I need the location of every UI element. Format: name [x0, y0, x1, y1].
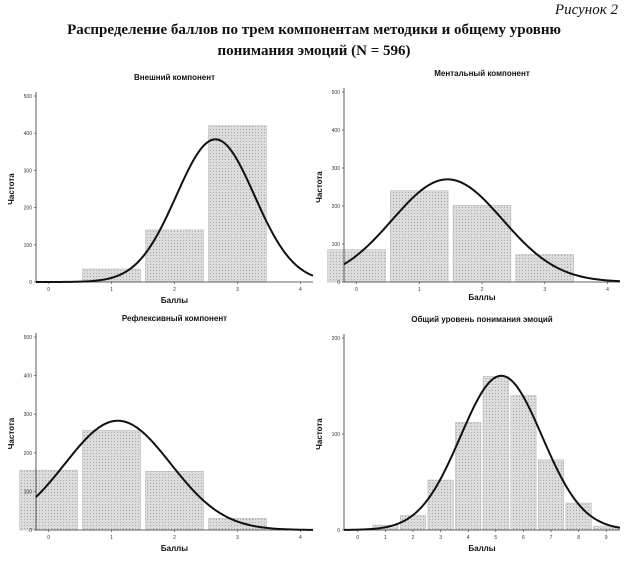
histogram-bar [82, 268, 141, 283]
x-tick-label: 3 [236, 535, 239, 541]
y-axis-label: Частота [315, 418, 324, 450]
x-tick-label: 4 [299, 287, 302, 293]
figure-label: Рисунок 2 [554, 2, 618, 18]
chart-title: Ментальный компонент [434, 69, 530, 78]
x-tick-label: 1 [384, 535, 387, 541]
y-axis-label: Частота [7, 417, 16, 449]
y-tick-label: 200 [24, 451, 33, 457]
y-tick-label: 500 [332, 90, 341, 96]
x-tick-label: 4 [467, 535, 470, 541]
y-tick-label: 200 [24, 206, 33, 212]
x-tick-label: 4 [606, 287, 609, 293]
histogram-bar [390, 190, 449, 283]
y-tick-label: 400 [332, 128, 341, 134]
y-tick-label: 0 [337, 528, 340, 534]
histogram-bar [400, 515, 426, 531]
normal-curve [343, 178, 621, 283]
y-tick-label: 400 [24, 131, 33, 137]
y-tick-label: 0 [29, 280, 32, 286]
x-tick-label: 0 [47, 287, 50, 293]
x-tick-label: 3 [439, 535, 442, 541]
x-axis-label: Баллы [161, 296, 188, 305]
histogram-bar [565, 502, 592, 531]
histogram-bar [538, 459, 564, 531]
chart-title: Общий уровень понимания эмоций [411, 315, 553, 324]
y-tick-label: 200 [332, 204, 341, 210]
x-tick-label: 2 [173, 287, 176, 293]
x-tick-label: 2 [412, 535, 415, 541]
x-axis-label: Баллы [161, 544, 188, 553]
x-tick-label: 2 [173, 535, 176, 541]
histogram-bar [19, 469, 78, 531]
x-tick-label: 2 [481, 287, 484, 293]
x-tick-label: 1 [110, 535, 113, 541]
chart-title: Внешний компонент [134, 73, 215, 82]
x-tick-label: 7 [550, 535, 553, 541]
y-tick-label: 0 [29, 528, 32, 534]
x-axis-label: Баллы [468, 293, 495, 302]
chart-panel-1: Внешний компонент Частота Баллы 0 100 200 300 4… [7, 73, 314, 305]
chart-title: Рефлексивный компонент [122, 314, 227, 323]
y-tick-label: 500 [24, 94, 33, 100]
normal-curve [35, 419, 314, 531]
y-tick-label: 300 [24, 412, 33, 418]
x-tick-label: 0 [47, 535, 50, 541]
y-tick-label: 100 [332, 242, 341, 248]
x-tick-label: 1 [110, 287, 113, 293]
histogram-bar [482, 376, 509, 531]
x-tick-label: 1 [418, 287, 421, 293]
histogram-bar [82, 430, 141, 531]
y-tick-label: 500 [24, 335, 33, 341]
figure-title: Распределение баллов по трем компонентам… [67, 22, 561, 59]
y-tick-label: 0 [337, 280, 340, 286]
y-tick-label: 100 [332, 432, 341, 438]
y-tick-label: 300 [24, 168, 33, 174]
histogram-bar [145, 229, 204, 283]
x-tick-label: 0 [356, 535, 359, 541]
y-tick-label: 100 [24, 489, 33, 495]
histogram-bar [510, 395, 537, 531]
histogram-bar [515, 254, 574, 283]
x-tick-label: 3 [543, 287, 546, 293]
y-tick-label: 200 [332, 336, 341, 342]
x-tick-label: 8 [577, 535, 580, 541]
x-tick-label: 9 [605, 535, 608, 541]
chart-panel-3: Рефлексивный компонентЧастотаБаллы010020… [7, 314, 314, 553]
histogram-bar [208, 518, 267, 531]
histogram-bar [145, 471, 204, 531]
normal-curve [36, 138, 314, 283]
y-tick-label: 400 [24, 374, 33, 380]
chart-panel-4: Общий уровень понимания эмоций Частота Бал… [315, 315, 621, 553]
y-axis-label: Частота [7, 173, 16, 205]
chart-panel-2: Ментальный компонент Частота Баллы 0 100 200 3… [315, 69, 621, 302]
x-tick-label: 6 [522, 535, 525, 541]
x-axis-label: Баллы [468, 544, 495, 553]
histogram-bar [208, 125, 267, 283]
x-tick-label: 0 [355, 287, 358, 293]
y-axis-label: Частота [315, 171, 324, 203]
histogram-bar [452, 204, 512, 283]
y-tick-label: 300 [332, 166, 341, 172]
x-tick-label: 4 [299, 535, 302, 541]
x-tick-label: 3 [236, 287, 239, 293]
x-tick-label: 5 [494, 535, 497, 541]
histogram-bar [427, 479, 454, 531]
normal-curve [343, 374, 621, 531]
y-tick-label: 100 [24, 243, 33, 249]
